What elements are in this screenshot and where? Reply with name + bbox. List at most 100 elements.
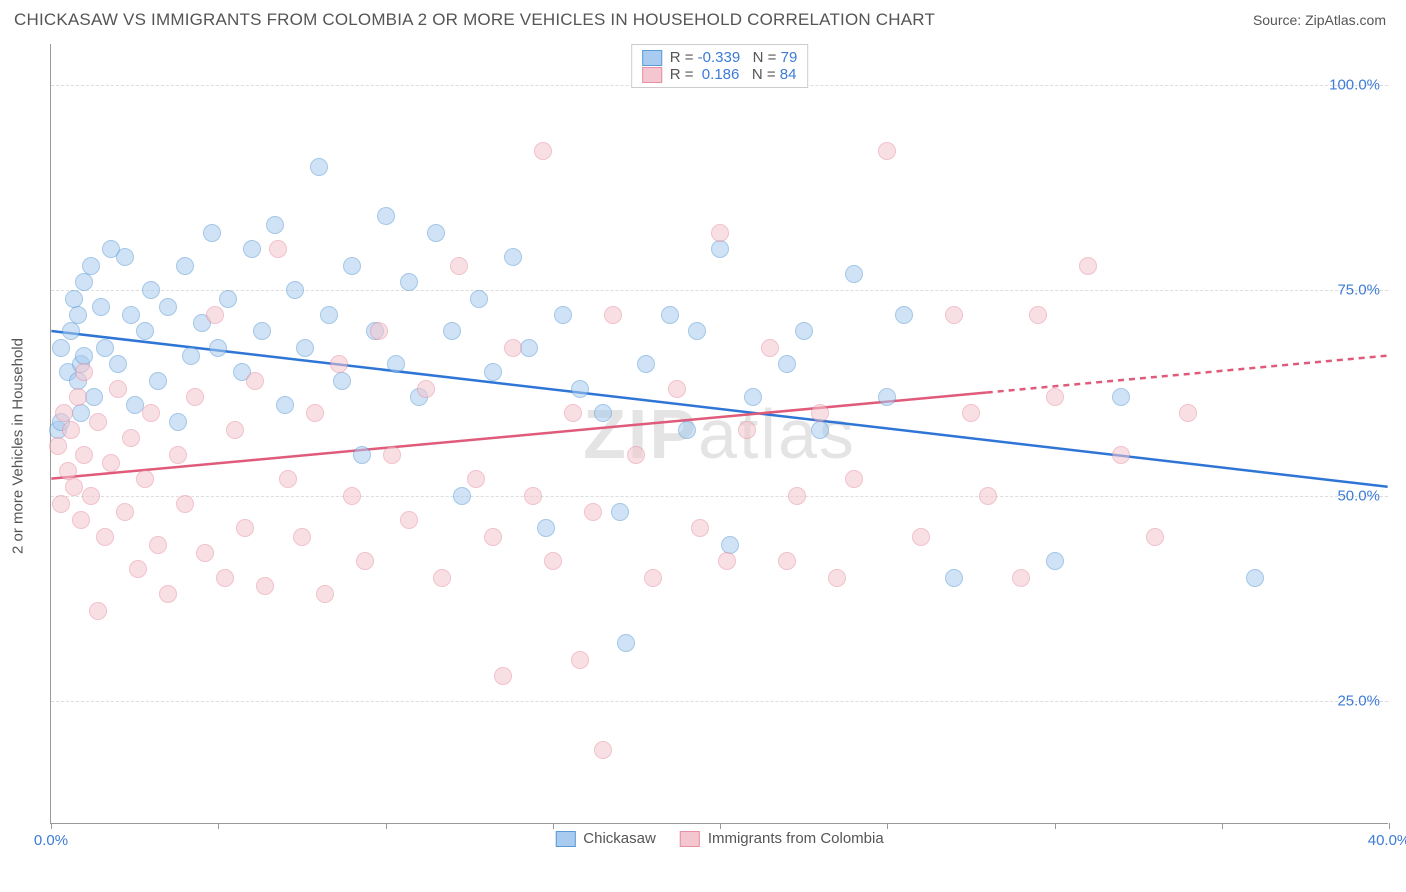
data-point [383,446,401,464]
data-point [142,281,160,299]
data-point [611,503,629,521]
trend-lines [51,44,1388,823]
data-point [564,404,582,422]
data-point [537,519,555,537]
data-point [377,207,395,225]
data-point [246,372,264,390]
data-point [811,404,829,422]
data-point [293,528,311,546]
data-point [55,404,73,422]
data-point [266,216,284,234]
data-point [96,528,114,546]
data-point [69,388,87,406]
data-point [778,552,796,570]
data-point [788,487,806,505]
data-point [484,528,502,546]
data-point [169,413,187,431]
data-point [795,322,813,340]
data-point [316,585,334,603]
x-tick [218,823,219,829]
data-point [1146,528,1164,546]
data-point [296,339,314,357]
data-point [1012,569,1030,587]
data-point [216,569,234,587]
legend-stats: R = -0.339 N = 79 R = 0.186 N = 84 [631,44,809,88]
x-tick [1389,823,1390,829]
legend-stats-row-1: R = -0.339 N = 79 [642,49,798,66]
data-point [1179,404,1197,422]
data-point [253,322,271,340]
data-point [761,339,779,357]
data-point [52,339,70,357]
x-tick [51,823,52,829]
data-point [828,569,846,587]
data-point [1112,446,1130,464]
data-point [417,380,435,398]
data-point [182,347,200,365]
data-point [688,322,706,340]
data-point [65,290,83,308]
data-point [236,519,254,537]
data-point [400,511,418,529]
legend-item-2: Immigrants from Colombia [680,830,884,847]
swatch-series-2 [642,67,662,83]
data-point [744,388,762,406]
data-point [356,552,374,570]
data-point [69,306,87,324]
data-point [711,224,729,242]
data-point [343,257,361,275]
r-value-1: -0.339 [698,49,741,66]
series-name-1: Chickasaw [583,830,656,847]
data-point [470,290,488,308]
data-point [159,298,177,316]
data-point [594,741,612,759]
n-value-2: 84 [780,66,797,83]
data-point [159,585,177,603]
data-point [691,519,709,537]
swatch-colombia [680,831,700,847]
data-point [219,290,237,308]
data-point [206,306,224,324]
data-point [571,380,589,398]
data-point [226,421,244,439]
data-point [721,536,739,554]
data-point [878,142,896,160]
data-point [433,569,451,587]
source-label: Source: ZipAtlas.com [1253,12,1386,28]
data-point [353,446,371,464]
scatter-chart: ZIPatlas 25.0%50.0%75.0%100.0%0.0%40.0% … [50,44,1388,824]
data-point [85,388,103,406]
data-point [427,224,445,242]
data-point [149,372,167,390]
data-point [584,503,602,521]
data-point [176,257,194,275]
data-point [1246,569,1264,587]
data-point [1079,257,1097,275]
chart-title: CHICKASAW VS IMMIGRANTS FROM COLOMBIA 2 … [14,10,935,30]
data-point [82,487,100,505]
data-point [116,248,134,266]
data-point [450,257,468,275]
data-point [186,388,204,406]
data-point [320,306,338,324]
data-point [116,503,134,521]
data-point [89,413,107,431]
data-point [243,240,261,258]
data-point [65,478,83,496]
data-point [279,470,297,488]
data-point [306,404,324,422]
data-point [1046,552,1064,570]
data-point [203,224,221,242]
data-point [453,487,471,505]
data-point [62,421,80,439]
data-point [524,487,542,505]
data-point [276,396,294,414]
data-point [129,560,147,578]
data-point [176,495,194,513]
data-point [895,306,913,324]
data-point [75,273,93,291]
data-point [149,536,167,554]
data-point [637,355,655,373]
data-point [520,339,538,357]
data-point [72,404,90,422]
